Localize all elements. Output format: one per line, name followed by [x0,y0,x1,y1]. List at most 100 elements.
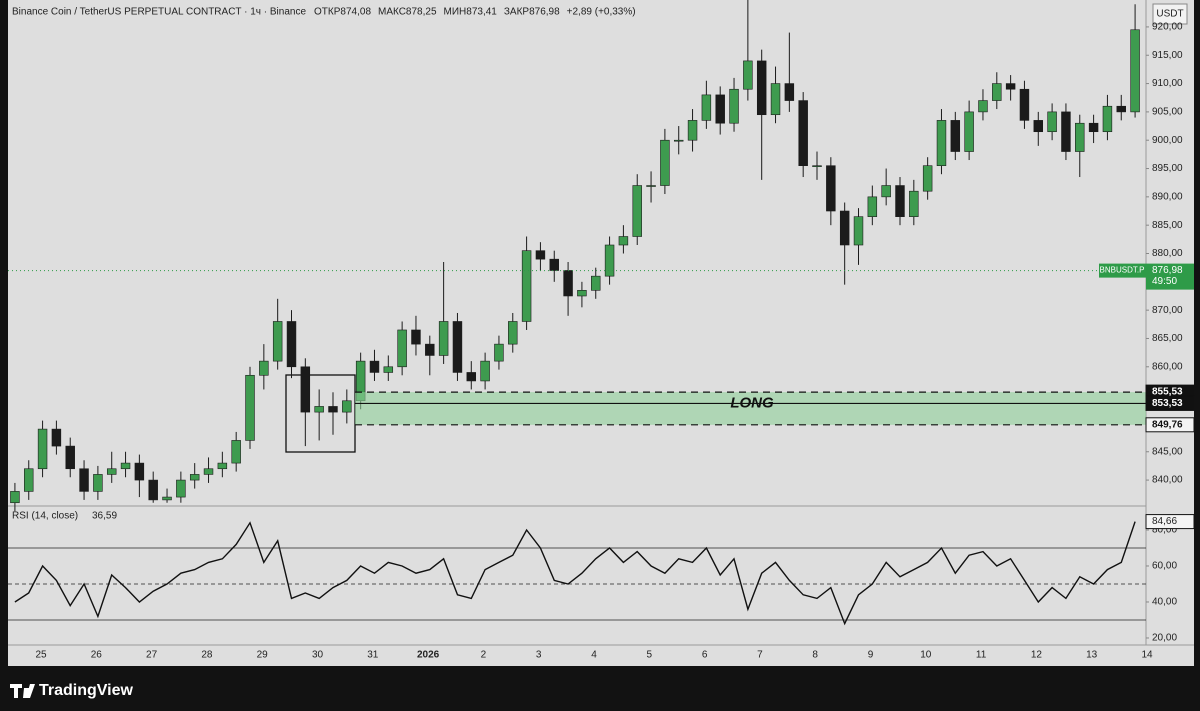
x-tick-label: 2 [481,650,487,661]
y-tick-label: 920,00 [1152,22,1183,33]
candle-body [521,250,532,322]
candle-body [618,236,629,246]
candle-body [604,244,615,277]
candle-body [411,329,421,345]
candle-body [148,479,158,501]
candle-body [37,428,48,470]
x-tick-label: 6 [702,650,708,661]
candle-body [245,374,255,441]
candle-body [1102,105,1113,133]
candle-body [328,406,338,413]
candle-body [231,440,241,464]
candle-body [715,94,725,124]
level-label: 855,53 [1152,387,1183,398]
y-tick-label: 40,00 [1152,597,1177,608]
candle-body [881,185,891,198]
candle-body [272,321,283,362]
currency-box [1152,3,1188,25]
symbol-label: BNBUSDT.P [1100,266,1145,275]
x-tick-label: 14 [1141,650,1153,661]
symbol-title: Binance Coin / TetherUS PERPETUAL CONTRA… [12,7,306,18]
y-tick-label: 80,00 [1152,525,1177,536]
level-label: 849,76 [1152,419,1183,430]
candle-body [922,165,933,192]
candle-body [1033,120,1044,133]
level-tag [1145,417,1195,433]
candle-body [701,94,712,121]
rsi-line [14,521,1136,626]
y-tick-label: 60,00 [1152,561,1177,572]
candle-body [743,60,753,90]
x-tick-label: 11 [976,650,987,661]
candle-body [646,185,656,187]
y-tick-label: 20,00 [1152,633,1177,644]
y-tick-label: 915,00 [1152,50,1183,61]
candle-body [189,474,200,481]
candle-body [687,120,698,141]
candle-body [812,165,822,168]
candle-body [1116,105,1126,113]
candle-body [217,462,228,470]
x-tick-label: 9 [868,650,874,661]
x-tick-label: 28 [201,650,213,661]
candle-body [950,120,961,152]
long-zone [355,392,1146,425]
candle-body [397,329,407,368]
ohlc-value: МИН873,41 [444,7,498,18]
candle-body [895,185,905,217]
candle-body [203,468,214,475]
candle-body [120,462,131,470]
candle-body [106,468,117,475]
candle-body [1047,111,1057,133]
x-tick-label: 5 [647,650,653,661]
level-label: 853,53 [1152,398,1183,409]
brand-logo [10,684,35,698]
candle-body [93,474,103,492]
y-tick-label: 880,00 [1152,248,1183,259]
x-tick-label: 29 [257,650,269,661]
candle-body [134,462,145,481]
candle-body [1130,29,1140,113]
x-tick-label: 12 [1031,650,1043,661]
ohlc-value: ЗАКР876,98 [504,7,560,18]
candle-body [535,250,546,260]
indicator-value: 36,59 [92,511,117,522]
ohlc-value: МАКС878,25 [378,7,437,18]
y-tick-label: 860,00 [1152,361,1183,372]
level-tag [1145,395,1195,411]
candle-body [259,360,269,376]
candle-body [978,100,988,113]
candle-body [770,83,781,116]
candle-body [300,366,311,413]
y-tick-label: 885,00 [1152,220,1183,231]
x-tick-label: 25 [35,650,47,661]
y-tick-label: 905,00 [1152,107,1183,118]
candle-body [839,210,850,246]
candle-body [756,60,767,116]
indicator-title: RSI (14, close) [12,511,78,522]
x-tick-label: 4 [591,650,597,661]
candle-body [632,185,642,237]
candle-body [176,479,186,498]
candle-body [1005,83,1016,90]
candle-body [563,270,573,297]
y-tick-label: 840,00 [1152,475,1183,486]
y-tick-label: 865,00 [1152,333,1183,344]
y-tick-label: 895,00 [1152,163,1183,174]
candle-body [79,468,89,492]
candle-body [1075,122,1085,152]
candle-body [452,321,463,373]
candle-body [909,190,919,217]
x-tick-label: 31 [367,650,379,661]
candle-body [1061,111,1071,152]
candle-body [577,290,587,297]
y-tick-label: 910,00 [1152,78,1183,89]
rsi-tag [1145,514,1195,530]
candle-body [729,88,739,124]
candle-body [673,139,684,142]
candle-body [660,139,670,186]
price-tag [1146,263,1194,290]
x-tick-label: 8 [812,650,818,661]
symbol-tag [1099,263,1146,278]
candle-body [591,275,601,291]
